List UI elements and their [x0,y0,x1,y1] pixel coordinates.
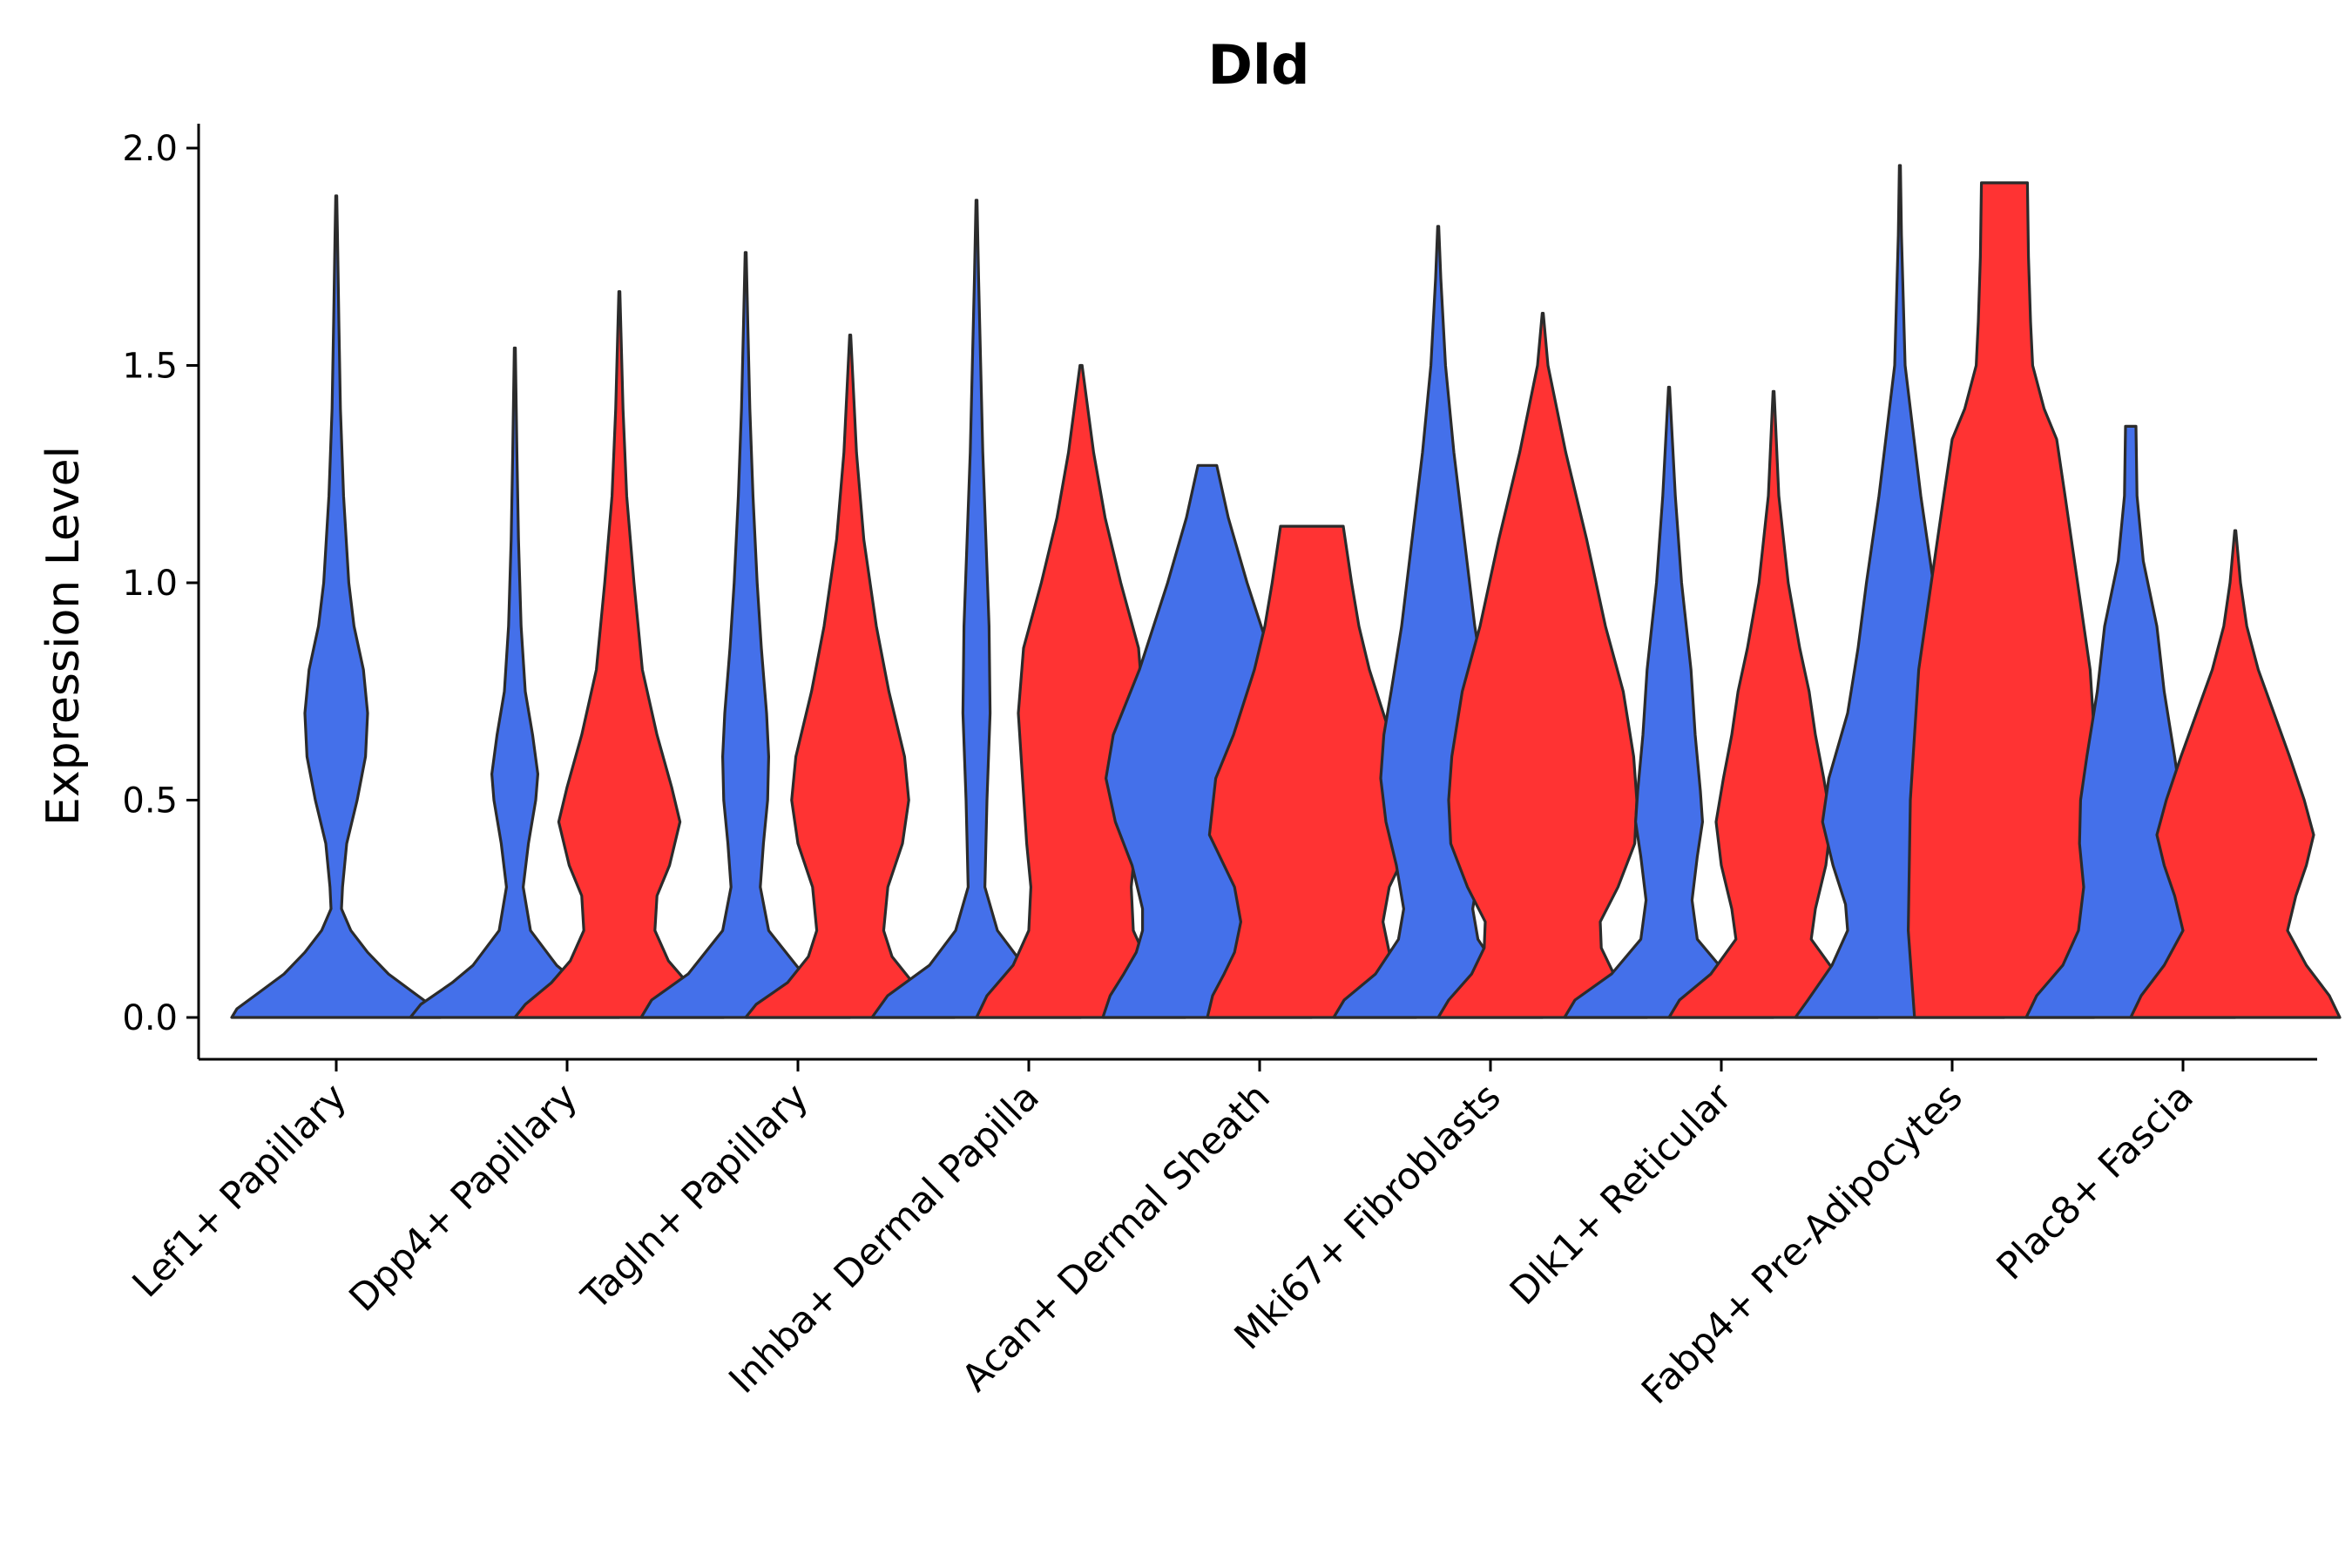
y-tick-label: 1.0 [122,564,178,604]
violin-3-group-1 [639,251,852,1019]
violin-2-group-2 [513,290,726,1019]
violin-7-group-1 [1563,385,1775,1019]
y-tick-label: 0.5 [122,781,178,821]
violin-1-group-1 [230,194,443,1019]
x-tick-label: Dlk1+ Reticular [1502,1075,1740,1314]
x-tick-label: Dpp4+ Papillary [341,1075,586,1320]
violin-9-group-2 [2129,529,2342,1019]
violin-3-group-2 [744,334,956,1019]
violin-6-group-2 [1436,312,1649,1019]
violin-4-group-1 [870,199,1083,1019]
y-tick-label: 1.5 [122,347,178,387]
violin-5-group-2 [1206,524,1418,1019]
y-axis-label: Expression Level [37,446,90,826]
y-tick-label: 2.0 [122,129,178,169]
y-axis: 0.0 0.5 1.0 1.5 2.0 [122,124,200,1059]
violin-2-group-1 [409,346,621,1019]
y-tick-label: 0.0 [122,998,178,1038]
violin-7-group-2 [1667,389,1880,1019]
violin-8-group-2 [1907,181,2102,1019]
x-tick-label: Mki67+ Fibroblasts [1227,1075,1510,1358]
x-tick-label: Lef1+ Papillary [125,1075,355,1306]
x-tick-label: Plac8+ Fascia [1989,1075,2202,1288]
x-tick-label: Tagln+ Papillary [573,1075,817,1319]
chart-title: Dld [1207,33,1309,97]
plot-area [230,164,2342,1019]
